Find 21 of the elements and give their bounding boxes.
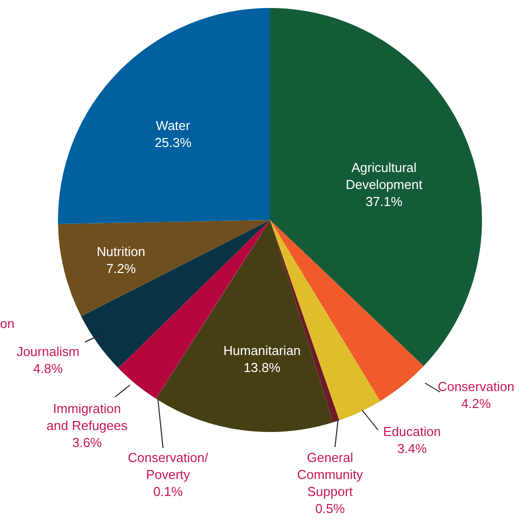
data-label: 13.8% (244, 360, 281, 376)
slice-label: Conservation (438, 379, 514, 394)
data-label: 25.3% (154, 135, 192, 150)
slice-label: Education (383, 424, 441, 440)
data-label: 37.1% (366, 194, 403, 210)
data-label: 0.1% (153, 484, 184, 500)
data-label: 0.5% (315, 501, 346, 516)
data-label: 4.2% (461, 396, 492, 412)
data-label: 4.8% (33, 361, 64, 376)
slice-label: Agricultural Development (346, 160, 423, 192)
data-label: 7.2% (106, 261, 136, 276)
slice-label: Immigration and Refugees (46, 401, 128, 434)
slice-label: Conservation/ Poverty (128, 450, 208, 482)
slice-label: General Community Support (297, 450, 364, 500)
text: on (0, 316, 14, 332)
slice-label: Water (156, 118, 191, 134)
slice-label: Humanitarian (223, 343, 301, 358)
data-label: 3.4% (397, 441, 428, 456)
slice-label: Journalism (16, 344, 80, 360)
data-label: 3.6% (72, 435, 102, 450)
slice-label: Nutrition (96, 244, 146, 260)
